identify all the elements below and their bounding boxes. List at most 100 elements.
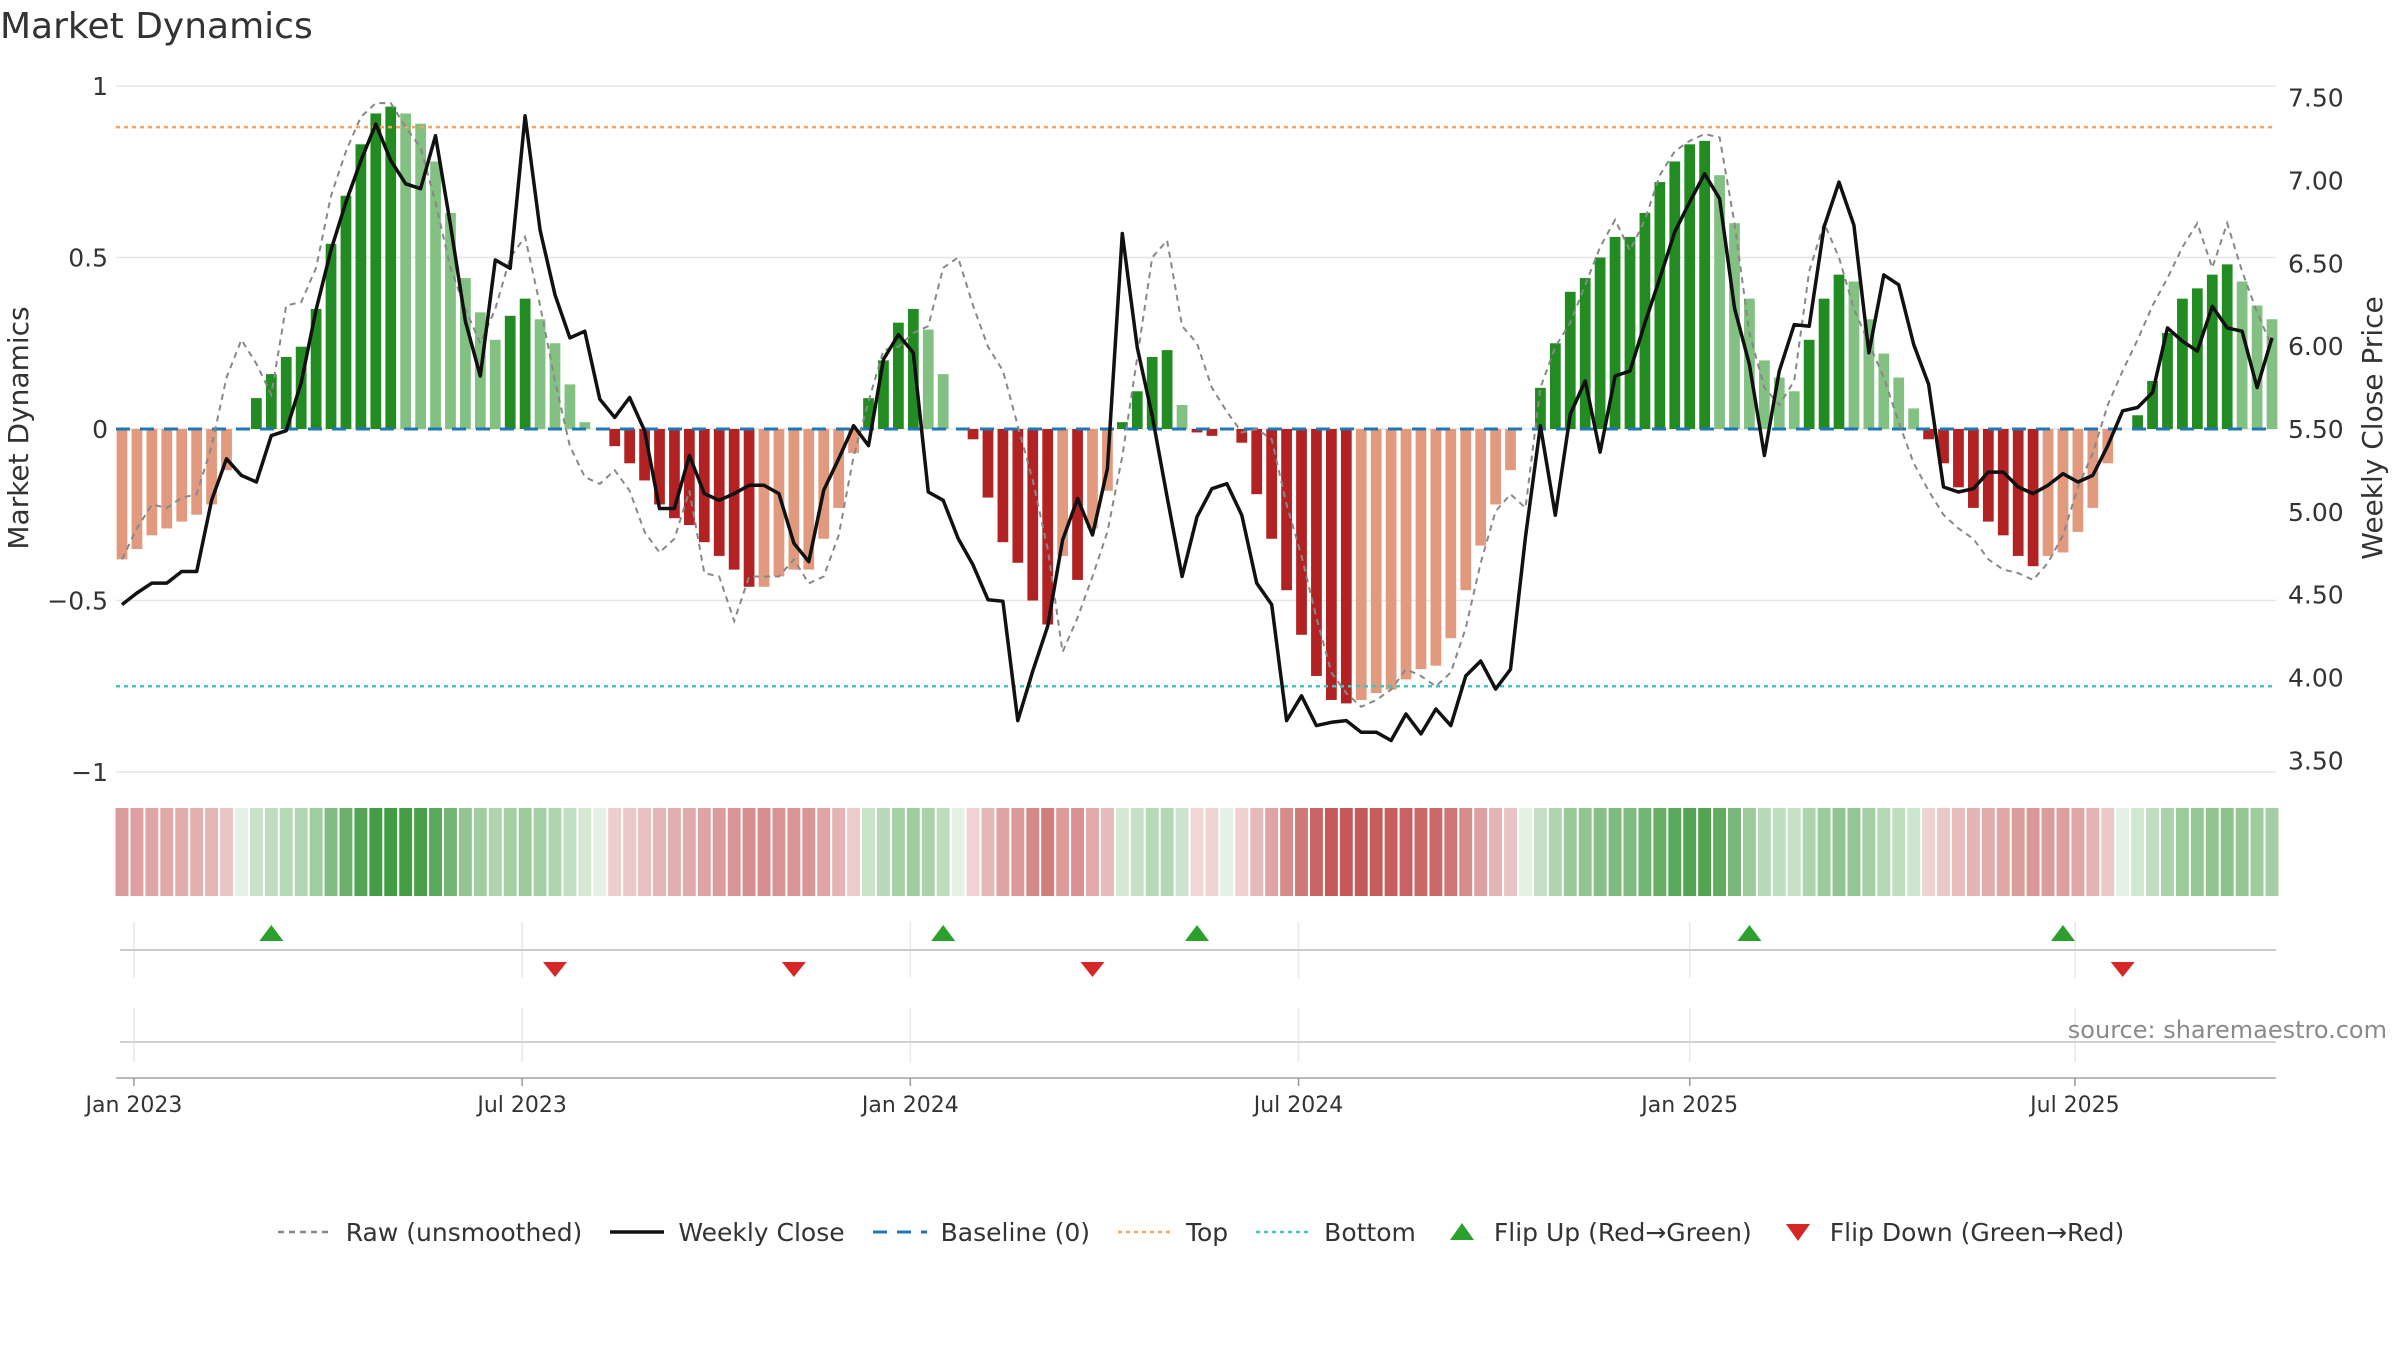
heat-cell [1354,808,1368,896]
heat-cell [653,808,666,896]
heat-cell [2175,808,2189,896]
heat-cell [533,808,547,896]
heat-cell [1056,808,1070,896]
y-right-tick-label: 6.50 [2288,249,2344,278]
heat-cell [981,808,995,896]
heat-cell [2265,808,2279,896]
dynamics-bar [1445,429,1457,639]
dynamics-bar [1729,223,1740,429]
legend-item-flip-up: Flip Up (Red→Green) [1442,1218,1752,1247]
heat-cell [220,808,233,896]
dynamics-bar [206,429,217,505]
y-left-tick-label: −0.5 [47,587,108,616]
legend-label-top: Top [1185,1217,1229,1247]
heat-cell [234,808,248,896]
dynamics-bar [549,343,561,429]
legend-label-flip-up: Flip Up (Red→Green) [1493,1217,1752,1247]
flip-up-marker [1185,925,1209,941]
heat-cell [1459,808,1473,896]
heat-cell [2086,808,2100,896]
dynamics-bar [1863,319,1875,429]
heat-cell [1175,808,1189,896]
dynamics-bar [2177,298,2188,429]
dynamics-bar [728,429,740,570]
heat-cell [638,808,652,896]
dynamics-bar [1803,339,1815,429]
dynamics-bar [922,329,934,429]
heat-cell [2146,808,2160,896]
heat-cell [175,808,189,896]
heat-cell [1280,808,1294,896]
heat-cell [190,808,204,896]
dynamics-bar [967,429,979,440]
dynamics-bar [624,429,636,464]
dynamics-bar [1624,236,1636,429]
heat-cell [623,808,637,896]
heat-cell [1593,808,1607,896]
heat-cell [847,808,861,896]
heat-cell [1981,808,1995,896]
heat-cell [2116,808,2130,896]
dynamics-bar [788,429,800,570]
heat-cell [936,808,950,896]
heat-cell [384,808,398,896]
dynamics-bar [1460,429,1472,591]
heat-cell [1235,808,1249,896]
heat-cell [1086,808,1099,896]
heat-cell [2131,808,2145,896]
heat-cell [1190,808,1204,896]
heat-cell [1369,808,1383,896]
dynamics-bar [1684,144,1696,429]
legend-item-raw: Raw (unsmoothed) [276,1218,582,1247]
heat-cell [1847,808,1861,896]
heat-cell [1011,808,1025,896]
heat-cell [787,808,801,896]
heat-cell [2190,808,2204,896]
legend-item-baseline: Baseline (0) [871,1218,1090,1247]
heat-cell [145,808,159,896]
x-tick-label: Jan 2024 [860,1093,959,1118]
dynamics-bar [1475,429,1487,546]
heat-cell [354,808,368,896]
dynamics-bar [683,429,695,526]
dynamics-bar [743,429,755,587]
dynamics-bar [1012,429,1024,563]
heat-cell [1922,808,1936,896]
heat-cell [160,808,174,896]
heat-cell [1220,808,1234,896]
dynamics-bar [504,315,516,429]
dynamics-bar [2087,429,2099,508]
heat-cell [1757,808,1771,896]
dynamics-bar [848,429,859,454]
heat-cell [742,808,756,896]
heat-cell [1474,808,1488,896]
dynamics-bar [221,429,232,471]
heat-cell [205,808,219,896]
dynamics-bar [1818,298,1830,429]
heat-cell [906,808,920,896]
heat-cell [1638,808,1652,896]
heat-cell [2205,808,2219,896]
heat-cell [294,808,308,896]
x-tick-label: Jul 2023 [475,1093,567,1118]
heat-cell [1802,808,1816,896]
heat-cell [264,808,278,896]
heat-cell [369,808,383,896]
heat-cell [2026,808,2040,896]
dynamics-bar [534,319,546,429]
heat-cell [832,808,846,896]
heat-cell [1399,808,1413,896]
dynamics-bar [698,429,710,543]
flip-up-marker [2050,925,2075,941]
heat-cell [1877,808,1891,896]
dynamics-bar [415,123,426,429]
dynamics-bar [1953,429,1964,488]
heat-cell [667,808,681,896]
heat-cell [966,808,980,896]
heat-cell [1100,808,1114,896]
y-left-tick-label: 0.5 [68,244,108,273]
legend-swatch-baseline [872,1230,927,1234]
dynamics-bar [1430,429,1442,666]
dynamics-bar [1296,429,1307,635]
dynamics-bar [340,195,352,429]
